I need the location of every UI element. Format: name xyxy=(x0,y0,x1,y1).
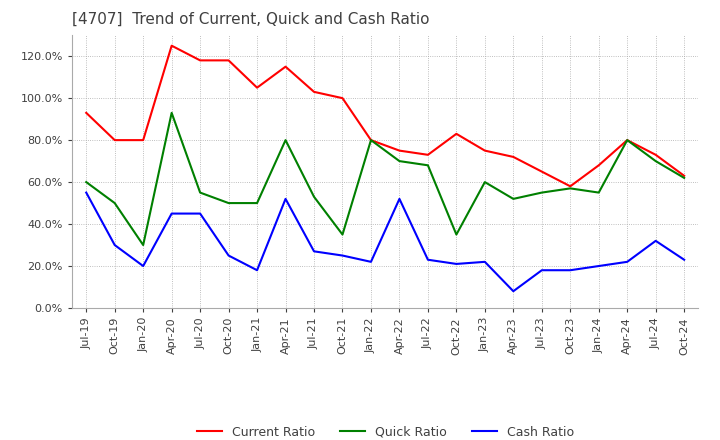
Current Ratio xyxy=(680,173,688,179)
Quick Ratio xyxy=(537,190,546,195)
Quick Ratio xyxy=(310,194,318,199)
Cash Ratio xyxy=(566,268,575,273)
Cash Ratio xyxy=(623,259,631,264)
Quick Ratio xyxy=(139,242,148,248)
Current Ratio xyxy=(82,110,91,115)
Quick Ratio xyxy=(595,190,603,195)
Cash Ratio xyxy=(225,253,233,258)
Current Ratio xyxy=(452,131,461,136)
Current Ratio xyxy=(537,169,546,174)
Current Ratio xyxy=(139,137,148,143)
Current Ratio xyxy=(196,58,204,63)
Line: Cash Ratio: Cash Ratio xyxy=(86,193,684,291)
Current Ratio xyxy=(423,152,432,158)
Cash Ratio xyxy=(395,196,404,202)
Current Ratio xyxy=(395,148,404,153)
Cash Ratio xyxy=(196,211,204,216)
Cash Ratio xyxy=(82,190,91,195)
Cash Ratio xyxy=(338,253,347,258)
Quick Ratio xyxy=(566,186,575,191)
Cash Ratio xyxy=(652,238,660,243)
Current Ratio xyxy=(623,137,631,143)
Legend: Current Ratio, Quick Ratio, Cash Ratio: Current Ratio, Quick Ratio, Cash Ratio xyxy=(192,421,579,440)
Cash Ratio xyxy=(480,259,489,264)
Quick Ratio xyxy=(423,163,432,168)
Cash Ratio xyxy=(253,268,261,273)
Cash Ratio xyxy=(310,249,318,254)
Current Ratio xyxy=(595,163,603,168)
Cash Ratio xyxy=(139,264,148,269)
Quick Ratio xyxy=(338,232,347,237)
Cash Ratio xyxy=(366,259,375,264)
Current Ratio xyxy=(652,152,660,158)
Quick Ratio xyxy=(167,110,176,115)
Quick Ratio xyxy=(82,180,91,185)
Quick Ratio xyxy=(196,190,204,195)
Quick Ratio xyxy=(623,137,631,143)
Cash Ratio xyxy=(537,268,546,273)
Current Ratio xyxy=(509,154,518,160)
Line: Quick Ratio: Quick Ratio xyxy=(86,113,684,245)
Quick Ratio xyxy=(110,201,119,206)
Current Ratio xyxy=(225,58,233,63)
Line: Current Ratio: Current Ratio xyxy=(86,46,684,186)
Quick Ratio xyxy=(509,196,518,202)
Quick Ratio xyxy=(282,137,290,143)
Quick Ratio xyxy=(452,232,461,237)
Quick Ratio xyxy=(253,201,261,206)
Quick Ratio xyxy=(480,180,489,185)
Current Ratio xyxy=(338,95,347,101)
Current Ratio xyxy=(253,85,261,90)
Current Ratio xyxy=(566,183,575,189)
Quick Ratio xyxy=(680,175,688,180)
Cash Ratio xyxy=(167,211,176,216)
Cash Ratio xyxy=(282,196,290,202)
Current Ratio xyxy=(167,43,176,48)
Cash Ratio xyxy=(680,257,688,262)
Quick Ratio xyxy=(366,137,375,143)
Current Ratio xyxy=(480,148,489,153)
Quick Ratio xyxy=(395,158,404,164)
Text: [4707]  Trend of Current, Quick and Cash Ratio: [4707] Trend of Current, Quick and Cash … xyxy=(72,12,430,27)
Current Ratio xyxy=(110,137,119,143)
Cash Ratio xyxy=(595,264,603,269)
Current Ratio xyxy=(282,64,290,70)
Quick Ratio xyxy=(652,158,660,164)
Cash Ratio xyxy=(452,261,461,267)
Cash Ratio xyxy=(423,257,432,262)
Current Ratio xyxy=(366,137,375,143)
Cash Ratio xyxy=(110,242,119,248)
Quick Ratio xyxy=(225,201,233,206)
Cash Ratio xyxy=(509,289,518,294)
Current Ratio xyxy=(310,89,318,95)
